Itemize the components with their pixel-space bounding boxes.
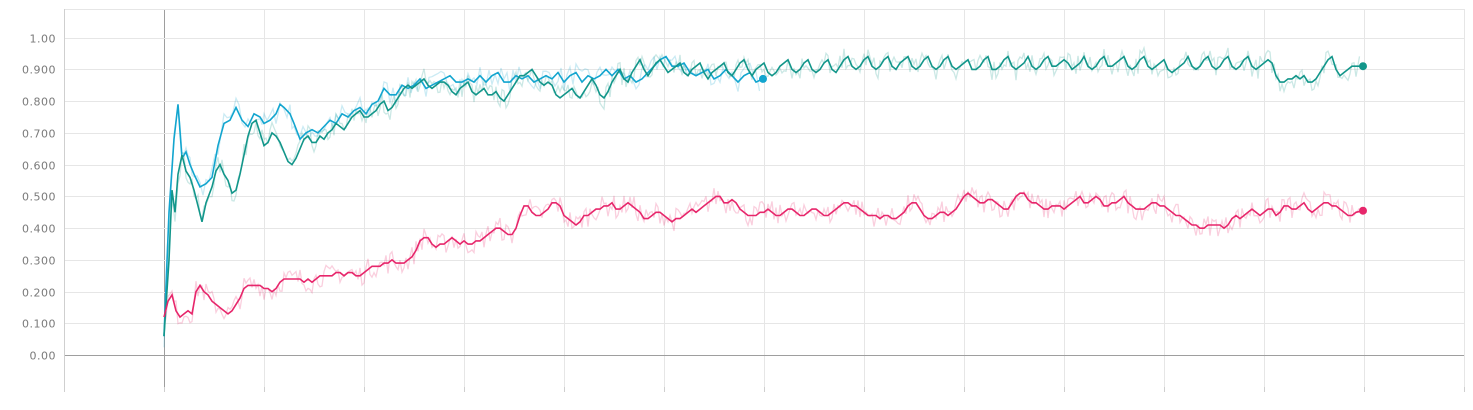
series-1-end-point xyxy=(1359,62,1367,71)
grid-layer xyxy=(64,9,1465,387)
raw-series-layer xyxy=(163,45,1361,348)
y-tick-label: 0.500 xyxy=(22,191,56,204)
y-tick-label: 0.800 xyxy=(22,96,56,109)
axis-layer: 0.00 0.100 0.200 0.300 0.400 0.500 0.600 0.700 0… xyxy=(22,9,1465,392)
y-tick-label: 0.600 xyxy=(22,160,56,173)
y-tick-label: 0.300 xyxy=(22,255,56,268)
series-1-line xyxy=(163,54,1363,337)
y-tick-label: 0.700 xyxy=(22,128,56,141)
series-1-raw-line xyxy=(163,45,1361,331)
smoothed-series-layer xyxy=(163,54,1364,337)
y-tick-label: 0.400 xyxy=(22,223,56,236)
y-tick-label: 0.00 xyxy=(30,350,57,363)
y-tick-label: 0.900 xyxy=(22,64,56,77)
series-0-raw-line xyxy=(163,54,761,348)
series-2-line xyxy=(163,192,1364,319)
series-0-end-point xyxy=(759,74,767,83)
y-tick-label: 1.00 xyxy=(30,33,57,46)
y-tick-label: 0.200 xyxy=(22,287,56,300)
y-tick-label: 0.100 xyxy=(22,318,56,331)
series-2-raw-line xyxy=(163,187,1361,327)
series-2-end-point xyxy=(1359,206,1367,215)
end-marker-layer xyxy=(759,62,1367,215)
